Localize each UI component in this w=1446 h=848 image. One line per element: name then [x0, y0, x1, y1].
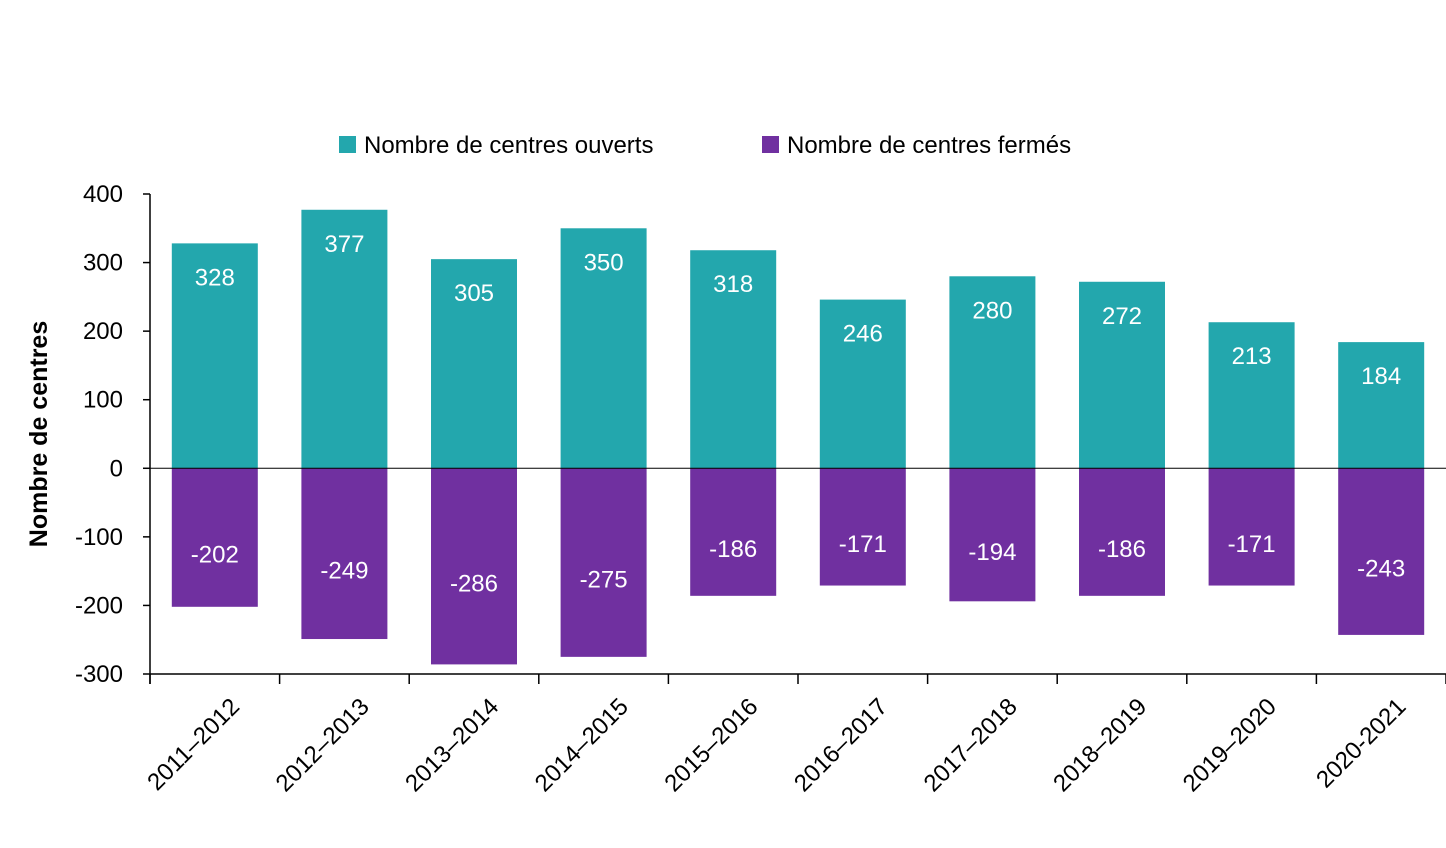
bar-opened — [560, 228, 647, 469]
bar-opened — [949, 276, 1036, 469]
data-label-closed: -171 — [839, 531, 887, 558]
y-tick-label: -200 — [75, 592, 123, 619]
y-axis-title: Nombre de centres — [25, 321, 53, 547]
bar-closed — [560, 468, 647, 657]
data-label-closed: -194 — [968, 539, 1016, 566]
bar-opened — [1079, 281, 1165, 469]
legend-label-closed: Nombre de centres fermés — [787, 132, 1071, 159]
data-label-opened: 318 — [713, 271, 753, 298]
legend: Nombre de centres ouverts Nombre de cent… — [339, 132, 1071, 159]
y-tick-label: -300 — [75, 661, 123, 688]
bar-opened — [690, 250, 777, 469]
bar-closed — [1079, 468, 1165, 596]
y-tick-label: 400 — [83, 181, 123, 208]
x-axis-ticks: 2011–2012 2012–2013 2013–2014 2014–2015 2015… — [142, 674, 1446, 797]
data-label-opened: 184 — [1361, 363, 1401, 390]
bar-closed — [690, 468, 777, 596]
bar-closed — [171, 468, 258, 607]
x-tick-label: 2020-2021 — [1311, 693, 1411, 793]
x-tick-label: 2015–2016 — [659, 693, 763, 797]
x-tick-label: 2018–2019 — [1048, 693, 1152, 797]
y-axis-ticks: 400 300 200 100 0 -100 -200 -300 — [75, 181, 150, 688]
data-label-closed: -202 — [191, 542, 239, 569]
bar-opened — [1338, 342, 1425, 469]
bars: 328 -202 377 -249 305 -286 350 -275 318 -186 246 -1… — [171, 209, 1425, 665]
y-tick-label: -100 — [75, 524, 123, 551]
data-label-closed: -243 — [1357, 556, 1405, 583]
legend-swatch-closed — [762, 136, 779, 153]
data-label-closed: -249 — [320, 558, 368, 585]
x-tick-label: 2016–2017 — [789, 693, 893, 797]
bar-opened — [1208, 322, 1295, 469]
data-label-closed: -286 — [450, 570, 498, 597]
bar-opened — [301, 209, 388, 469]
data-label-closed: -171 — [1228, 531, 1276, 558]
bar-closed — [301, 468, 388, 640]
x-tick-label: 2013–2014 — [400, 693, 504, 797]
bar-closed — [1338, 468, 1425, 635]
bar-closed — [1208, 468, 1295, 586]
bar-opened — [819, 299, 906, 469]
x-tick-label: 2019–2020 — [1178, 693, 1282, 797]
data-label-opened: 213 — [1232, 343, 1272, 370]
x-tick-label: 2017–2018 — [919, 693, 1023, 797]
y-tick-label: 200 — [83, 318, 123, 345]
data-label-closed: -186 — [709, 536, 757, 563]
data-label-opened: 328 — [195, 264, 235, 291]
y-tick-label: 100 — [83, 387, 123, 414]
data-label-closed: -275 — [580, 567, 628, 594]
data-label-closed: -186 — [1098, 536, 1146, 563]
y-tick-label: 300 — [83, 250, 123, 277]
data-label-opened: 377 — [324, 231, 364, 258]
bar-opened — [431, 259, 517, 469]
y-tick-label: 0 — [110, 455, 123, 482]
data-label-opened: 280 — [972, 297, 1012, 324]
bar-opened — [171, 243, 258, 469]
data-label-opened: 350 — [584, 249, 624, 276]
data-label-opened: 272 — [1102, 303, 1142, 330]
legend-swatch-opened — [339, 136, 356, 153]
bar-closed — [949, 468, 1036, 602]
data-label-opened: 305 — [454, 280, 494, 307]
x-tick-label: 2012–2013 — [271, 693, 375, 797]
data-label-opened: 246 — [843, 321, 883, 348]
legend-label-opened: Nombre de centres ouverts — [364, 132, 653, 159]
x-tick-label: 2014–2015 — [530, 693, 634, 797]
bar-closed — [819, 468, 906, 586]
bar-closed — [431, 468, 517, 665]
x-tick-label: 2011–2012 — [142, 693, 245, 796]
